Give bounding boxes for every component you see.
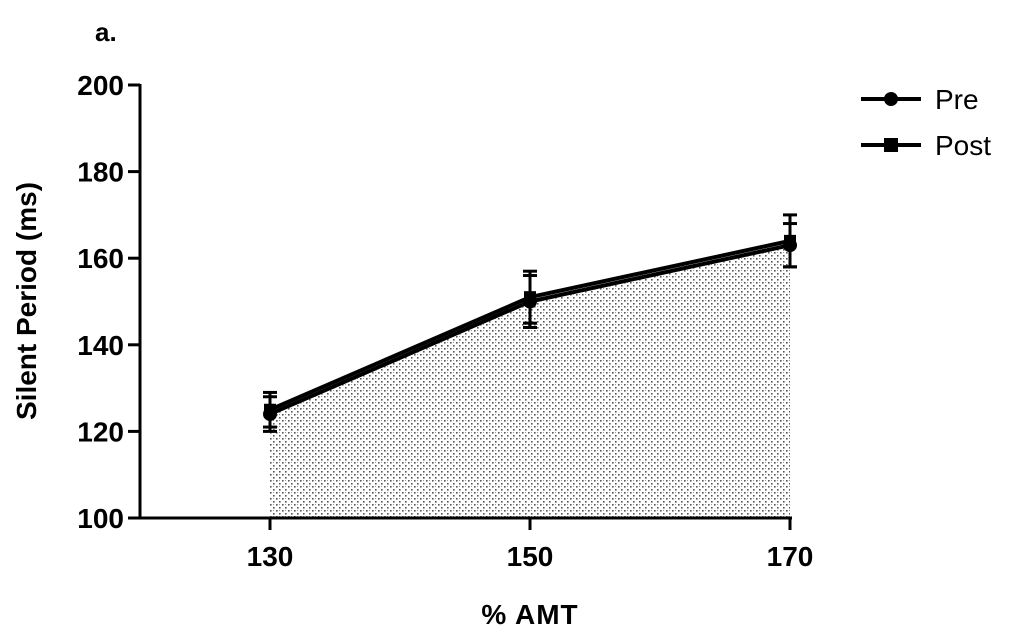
legend-marker <box>884 138 898 152</box>
axes <box>138 84 792 520</box>
legend: Pre Post <box>861 84 991 161</box>
x-tick-label: 130 <box>247 541 294 572</box>
series-layer <box>263 213 797 433</box>
y-ticks: 100 120 140 160 180 200 <box>77 70 140 534</box>
y-tick-label: 100 <box>77 503 124 534</box>
y-tick-label: 200 <box>77 70 124 101</box>
legend-item-post: Post <box>861 130 991 161</box>
series-post <box>263 213 797 429</box>
y-tick-label: 160 <box>77 243 124 274</box>
panel-label: a. <box>95 17 117 47</box>
data-point <box>524 291 536 304</box>
legend-label: Pre <box>935 84 979 115</box>
legend-marker <box>884 92 898 106</box>
plot-area: 100 120 140 160 180 200 130 150 170 <box>77 70 813 572</box>
y-tick-label: 180 <box>77 157 124 188</box>
x-ticks: 130 150 170 <box>247 518 814 572</box>
x-tick-label: 170 <box>767 541 814 572</box>
y-tick-label: 120 <box>77 416 124 447</box>
shaded-area <box>270 245 790 518</box>
data-point <box>264 403 276 416</box>
data-point <box>784 234 796 247</box>
y-tick-label: 140 <box>77 330 124 361</box>
legend-label: Post <box>935 130 991 161</box>
x-axis-title: % AMT <box>481 599 578 630</box>
x-tick-label: 150 <box>507 541 554 572</box>
legend-item-pre: Pre <box>861 84 979 115</box>
y-axis-title: Silent Period (ms) <box>11 182 42 420</box>
